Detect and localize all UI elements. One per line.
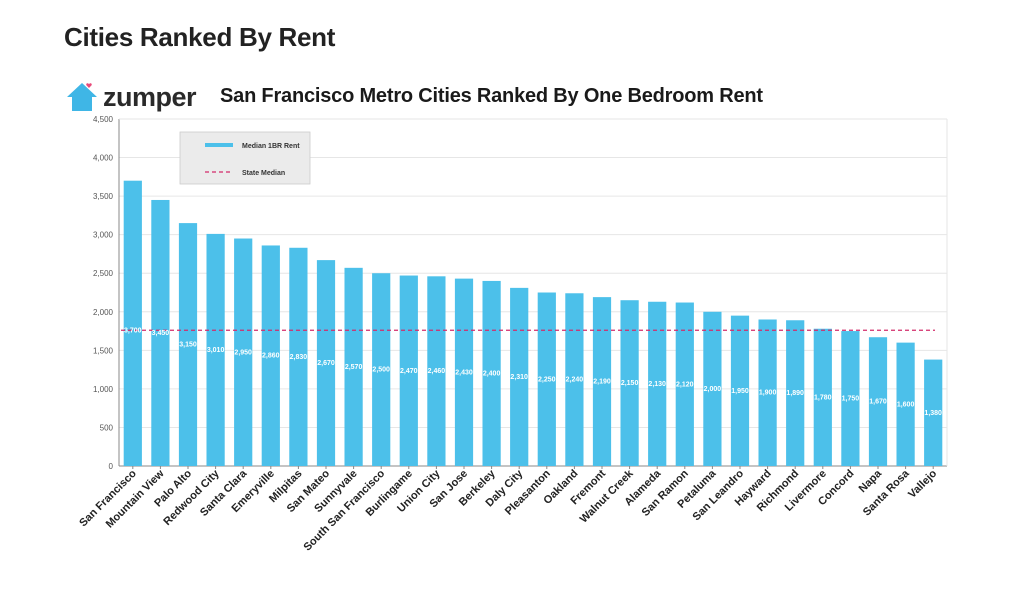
bar-value-label: 2,460 [428,368,446,375]
bar-value-label: 2,400 [483,370,501,377]
x-tick-label: Vallejo [906,467,939,500]
bar-value-label: 1,780 [814,394,832,401]
bar [427,276,446,466]
bar [592,297,612,466]
house-logo-icon [67,83,97,111]
y-axis-ticks: 0 500 1,000 1,500 2,000 2,500 3,000 3,500 4,000 4… [93,115,114,471]
bar-value-label: 2,950 [234,349,252,356]
legend: Median 1BR Rent State Median [179,131,311,185]
bars [123,180,943,466]
bar-value-label: 2,500 [372,367,390,374]
bar-value-label: 2,120 [676,381,694,388]
bar [537,292,556,466]
bar [924,359,943,466]
legend-label-state-median: State Median [242,170,285,177]
bar-value-labels: 3,700 3,450 3,150 3,010 2,950 2,860 2,830 2,670… [124,327,942,417]
bar [316,260,336,466]
bar [482,280,501,466]
bar [234,238,253,466]
bar-value-label: 2,670 [317,360,335,367]
bar-value-label: 1,600 [897,401,915,408]
y-tick-label: 2,000 [93,308,114,317]
bar-value-label: 1,750 [842,396,860,403]
bar-value-label: 2,000 [704,386,722,393]
bar [261,245,280,466]
y-tick-label: 500 [100,423,114,432]
y-tick-label: 1,000 [93,385,114,394]
bar [620,300,639,466]
bar [868,337,888,466]
bar-value-label: 2,430 [455,369,473,376]
bar [151,199,170,466]
bar-value-label: 2,130 [648,381,666,388]
bar [675,302,694,466]
bar-value-label: 3,700 [124,327,142,334]
bar-value-label: 1,950 [731,388,749,395]
bar [454,278,474,466]
legend-label-median-1br: Median 1BR Rent [242,143,300,150]
bar-value-label: 2,570 [345,364,363,371]
y-tick-label: 1,500 [93,346,114,355]
bar-value-label: 1,380 [924,410,942,417]
y-tick-label: 4,000 [93,154,114,163]
bar-value-label: 2,860 [262,353,280,360]
bar-value-label: 2,250 [538,376,556,383]
bar [289,247,308,466]
logo-text: zumper [103,81,197,112]
bar [703,311,722,466]
bar [206,233,225,466]
gridlines [118,118,948,467]
bar [648,301,667,466]
bar [758,319,777,466]
bar-value-label: 2,150 [621,380,639,387]
y-tick-label: 3,000 [93,231,114,240]
bar-value-label: 3,010 [207,347,225,354]
bar [344,267,363,466]
bar-value-label: 1,890 [786,390,804,397]
bar [178,223,198,466]
y-tick-label: 3,500 [93,192,114,201]
bar-chart: 0 500 1,000 1,500 2,000 2,500 3,000 3,500 4,000 4… [77,115,948,553]
bar [510,287,529,466]
chart-title: San Francisco Metro Cities Ranked By One… [220,85,763,107]
bar [565,293,584,466]
y-tick-label: 4,500 [93,115,114,124]
bar-value-label: 2,830 [290,354,308,361]
y-tick-label: 2,500 [93,269,114,278]
bar-value-label: 3,150 [179,342,197,349]
bar [896,342,915,466]
bar [372,273,391,466]
bar [813,328,832,466]
bar [730,315,750,466]
bar-value-label: 2,190 [593,379,611,386]
legend-box [179,131,311,185]
zumper-logo: zumper [65,80,197,114]
bar-value-label: 2,240 [566,377,584,384]
bar-value-label: 2,310 [510,374,528,381]
chart-image: zumper San Francisco Metro Cities Ranked… [60,72,960,592]
bar-value-label: 1,670 [869,399,887,406]
y-tick-label: 0 [109,462,114,471]
bar [841,331,860,466]
bar-value-label: 2,470 [400,368,418,375]
page-heading: Cities Ranked By Rent [64,22,336,52]
bar [123,180,142,466]
bar-value-label: 1,900 [759,390,777,397]
bar-value-label: 3,450 [152,330,170,337]
bar [786,320,805,466]
bar [399,275,418,466]
